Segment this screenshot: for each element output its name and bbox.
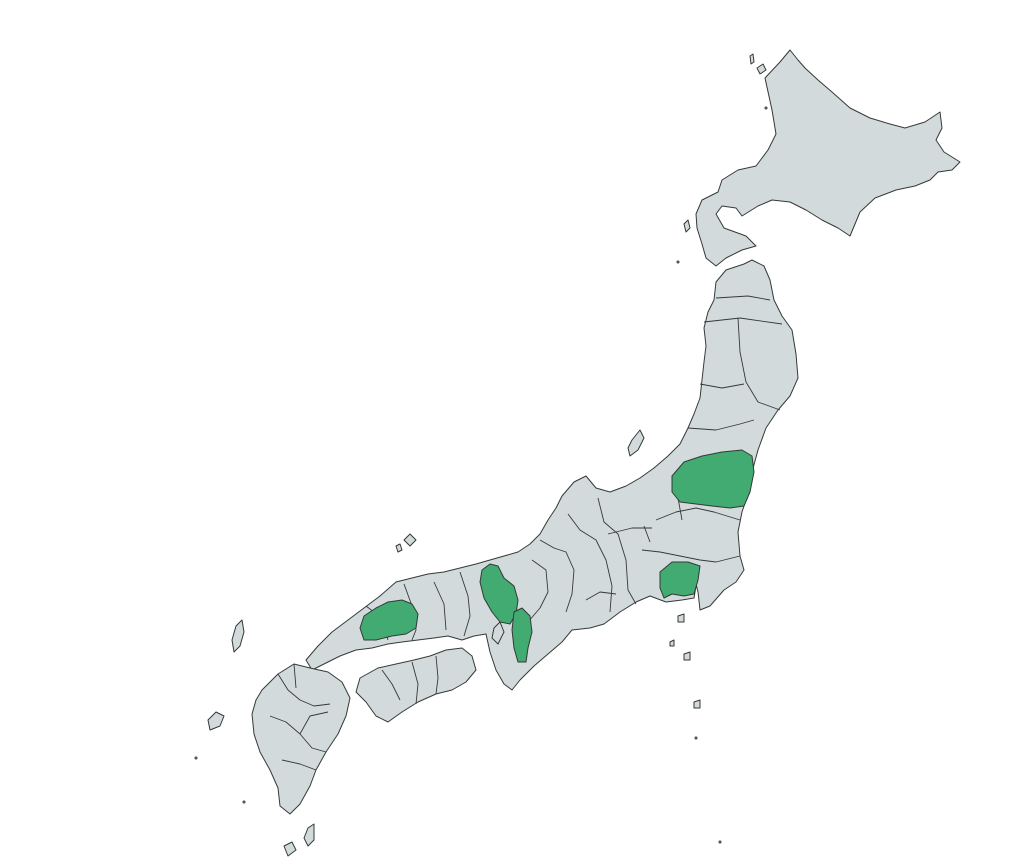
tiny-islands: [194, 106, 768, 844]
island-izu-2: [669, 639, 675, 647]
island-rebun: [749, 53, 755, 65]
island-izu-oshima: [677, 613, 685, 623]
region-kyushu: [251, 663, 351, 815]
island-tsushima: [231, 619, 245, 653]
island-miyakejima: [683, 651, 691, 661]
region-shikoku: [355, 647, 477, 723]
region-hokkaido: [695, 49, 961, 267]
island-tanegashima: [303, 823, 315, 847]
prefecture-hiroshima: [359, 599, 419, 641]
prefecture-osaka: [511, 607, 533, 663]
prefecture-fukushima: [671, 449, 755, 509]
highlighted-prefectures: [359, 449, 755, 663]
prefecture-kanagawa: [659, 561, 701, 599]
island-hachijojima: [693, 699, 701, 709]
island-rishiri: [756, 63, 767, 75]
island-goto: [207, 711, 225, 731]
island-yakushima: [283, 841, 297, 857]
island-awaji: [491, 621, 505, 645]
island-okushiri: [683, 219, 691, 233]
island-oki-2: [395, 543, 403, 553]
island-oki: [403, 533, 417, 547]
island-sado: [627, 429, 645, 457]
base-land: [207, 49, 961, 857]
